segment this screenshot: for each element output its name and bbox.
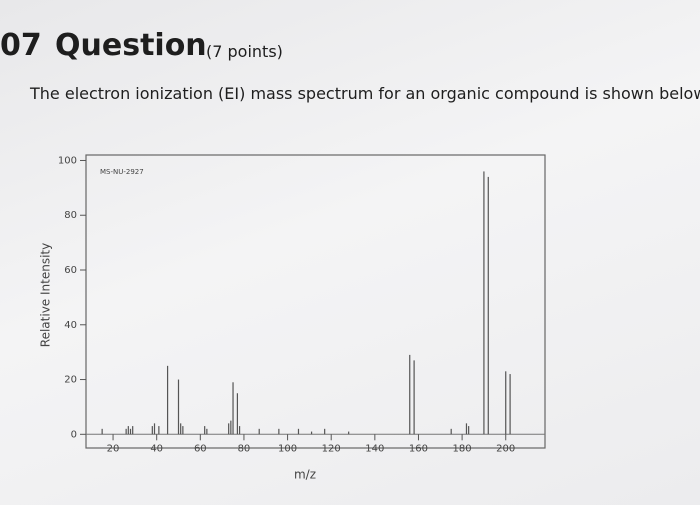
peak bbox=[232, 382, 234, 435]
peak bbox=[153, 423, 156, 435]
x-tick-label: 180 bbox=[453, 443, 472, 454]
annotation: MS-NU-2927 bbox=[100, 168, 144, 176]
x-tick-label: 160 bbox=[409, 443, 428, 454]
peak bbox=[204, 426, 206, 435]
peak bbox=[127, 426, 129, 435]
peak bbox=[348, 431, 350, 435]
y-tick-label: 0 bbox=[71, 429, 77, 440]
peak bbox=[278, 428, 280, 435]
peak bbox=[413, 360, 415, 435]
x-tick-label: 20 bbox=[107, 443, 120, 454]
peak bbox=[297, 428, 300, 435]
peak bbox=[129, 428, 132, 435]
y-tick-label: 40 bbox=[64, 320, 77, 331]
y-tick-label: 20 bbox=[64, 375, 77, 386]
y-tick-label: 100 bbox=[58, 155, 77, 166]
peak bbox=[182, 426, 184, 435]
peak bbox=[483, 171, 485, 435]
peak bbox=[450, 428, 452, 435]
peak bbox=[324, 428, 326, 435]
x-tick-label: 40 bbox=[150, 443, 163, 454]
peak bbox=[228, 423, 230, 435]
peak bbox=[310, 431, 313, 435]
peak bbox=[166, 365, 169, 435]
prompt: The electron ionization (EI) mass spectr… bbox=[30, 84, 700, 103]
points: (7 points) bbox=[206, 42, 283, 61]
peak bbox=[465, 423, 468, 435]
peak bbox=[236, 393, 239, 435]
peak bbox=[180, 423, 182, 435]
peak bbox=[238, 426, 241, 435]
peak bbox=[101, 428, 103, 435]
peak bbox=[487, 176, 489, 435]
peak bbox=[258, 428, 260, 435]
peak bbox=[177, 379, 180, 435]
x-tick-label: 200 bbox=[496, 443, 515, 454]
peak bbox=[509, 374, 511, 435]
peak bbox=[505, 371, 507, 435]
peak bbox=[409, 354, 411, 435]
peak bbox=[230, 420, 232, 435]
x-tick-label: 60 bbox=[194, 443, 207, 454]
plot-frame bbox=[85, 154, 546, 449]
x-axis-label: m/z bbox=[294, 468, 316, 482]
peak bbox=[151, 426, 153, 435]
peak bbox=[158, 426, 160, 435]
question-number: 07 bbox=[0, 28, 42, 63]
question-title: Question bbox=[55, 28, 207, 63]
x-tick-label: 100 bbox=[278, 443, 297, 454]
x-tick-label: 80 bbox=[238, 443, 251, 454]
peak bbox=[132, 426, 134, 435]
peak bbox=[468, 426, 470, 435]
y-axis-label: Relative Intensity bbox=[39, 243, 53, 347]
peak bbox=[125, 428, 127, 435]
peak bbox=[206, 428, 208, 435]
y-tick-label: 80 bbox=[64, 210, 77, 221]
x-tick-label: 140 bbox=[365, 443, 384, 454]
y-tick-label: 60 bbox=[64, 265, 77, 276]
x-tick-label: 120 bbox=[322, 443, 341, 454]
